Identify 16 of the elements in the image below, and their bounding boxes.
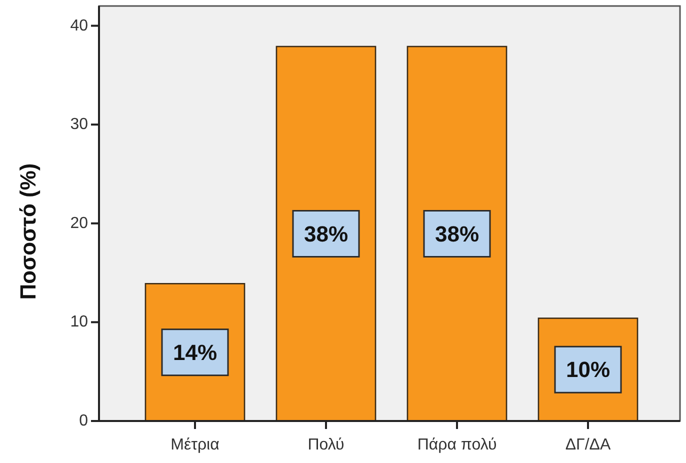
data-label: 10% — [566, 357, 610, 382]
bar — [276, 46, 376, 422]
x-tick-label: Πάρα πολύ — [417, 436, 497, 454]
bar — [406, 46, 508, 422]
y-axis-title: Ποσοστό (%) — [16, 163, 40, 300]
y-tick-label: 30 — [70, 116, 88, 134]
x-tick-label: ΔΓ/ΔΑ — [565, 436, 611, 454]
y-tick-label: 10 — [70, 314, 88, 331]
data-label: 38% — [434, 221, 480, 246]
y-tick-label: 0 — [79, 412, 88, 430]
data-label: 14% — [172, 340, 218, 365]
x-tick-label: Πολύ — [308, 436, 344, 454]
data-label: 38% — [304, 221, 348, 246]
y-tick-label: 40 — [70, 17, 88, 34]
y-tick-label: 20 — [70, 214, 88, 232]
x-tick-label: Μέτρια — [170, 436, 220, 454]
